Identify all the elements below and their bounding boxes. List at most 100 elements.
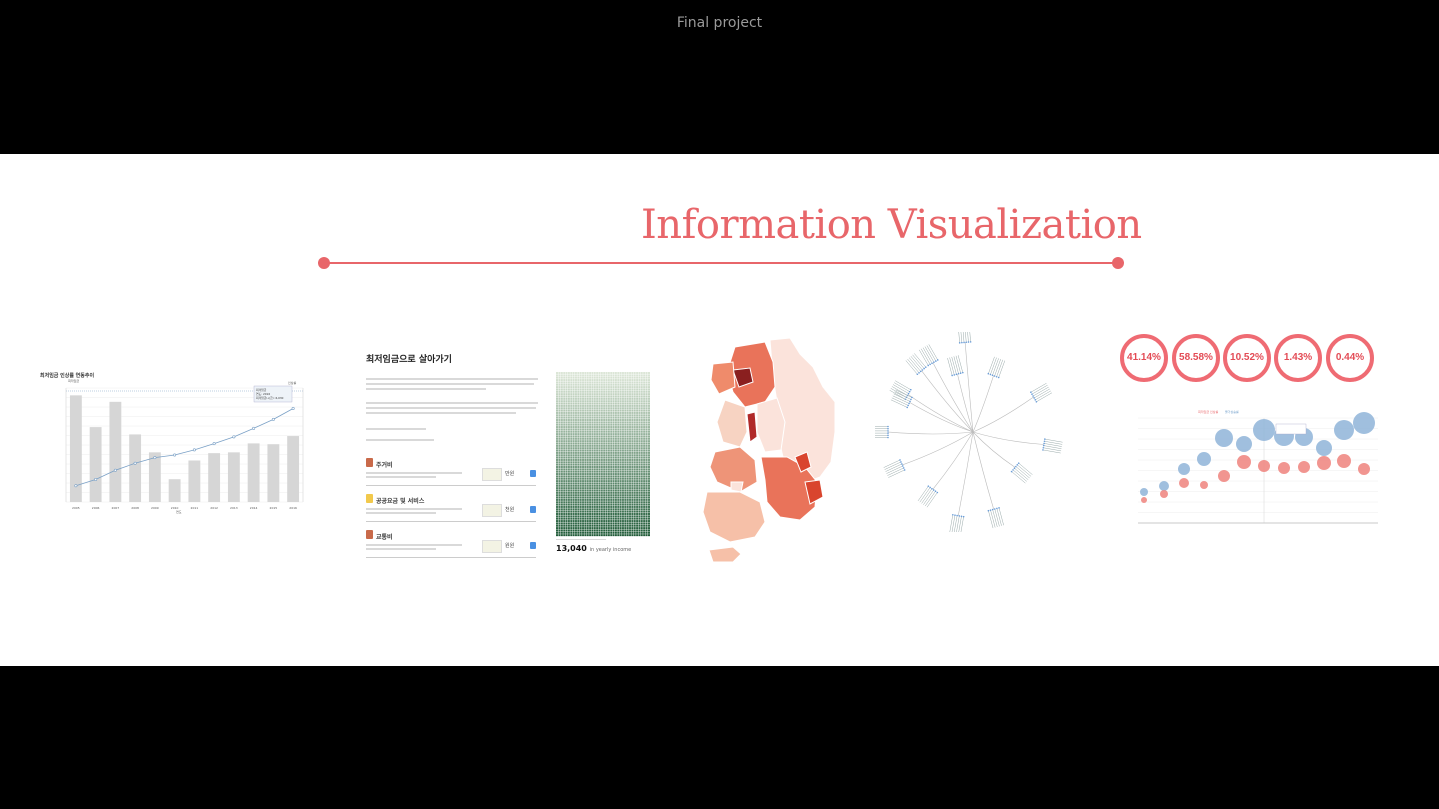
tree-node [991,508,994,511]
tree-node [1042,444,1045,447]
tree-leaf-label [1035,390,1051,401]
line-point [133,461,137,465]
tree-branch [932,431,974,490]
tree-leaf-label [928,344,938,361]
tree-node [916,373,919,376]
bubble-blue [1215,429,1233,447]
tree-node [936,491,939,494]
tree-node [1010,470,1013,473]
tree-node [887,434,889,437]
text-line [366,439,434,441]
tree-node [963,341,965,344]
map-region [804,479,824,505]
percent-circle: 0.44% [1326,334,1374,382]
tree-node [907,404,909,407]
tree-branch [972,396,1034,433]
tree-node [987,509,990,512]
tree-node [919,370,922,373]
tree-branch [964,342,974,433]
tree-node [934,490,937,493]
tree-leaf-label [1043,447,1062,452]
tree-leaf-label [919,349,929,366]
bar [129,434,142,502]
tree-leaf-label [893,382,910,392]
map-region-jeju [708,546,742,563]
confirm-button[interactable] [530,506,536,513]
line-point [212,442,216,446]
bubble-red [1218,470,1230,482]
tree-leaf-label [917,486,929,502]
tree-leaf-label [888,469,905,478]
bubble-plot [1138,412,1378,524]
tooltip-box [1275,423,1307,435]
confirm-button[interactable] [530,542,536,549]
bubble-red [1298,461,1310,473]
chart-title: 최저임금 인상률 연동추이 [40,373,95,379]
tick-label: 2010 [171,506,179,510]
radial-tree-thumbnail [870,323,1065,535]
tree-node [1033,397,1035,399]
tree-node [921,369,924,371]
tree-leaf-label [996,359,1004,377]
chart-plot-area: 2005 2006 2007 2008 2009 2010 2011 2012 2013 2014… [65,385,304,510]
tree-branch [972,431,1044,445]
bar [208,453,221,502]
tree-branch [972,431,1016,468]
income-number: 13,040 [556,544,587,553]
bubble-red [1317,456,1331,470]
bubble-blue [1316,440,1332,456]
amount-input[interactable] [482,504,502,517]
choropleth-map [702,337,836,563]
tree-node [959,372,962,374]
tree-leaf-label [1043,445,1062,449]
tree-leaf-label [926,492,938,508]
tree-node [887,427,889,430]
tree-leaf-label [921,488,933,504]
bar [69,395,82,502]
tree-node [1030,391,1032,394]
tree-leaf-label [1032,386,1049,397]
tree-node [1015,465,1017,468]
line-point [252,426,256,430]
map-region [710,361,736,395]
tree-leaf-label [905,360,918,375]
text-line [556,539,606,540]
bus-icon [366,530,373,539]
confirm-button[interactable] [530,470,536,477]
bubble-red [1160,490,1168,498]
building-icon [366,458,373,467]
tree-node [929,363,931,366]
tree-node [955,373,958,376]
tree-node [1043,440,1046,443]
bubble-blue [1178,463,1190,475]
tree-node [962,515,965,518]
tree-leaf-label [947,358,953,376]
tree-node [1012,469,1014,471]
amount-input[interactable] [482,540,502,553]
tree-leaf-label [1015,466,1030,479]
tree-node [1042,446,1045,449]
tree-leaf-label [884,461,902,470]
tree-node [961,341,963,344]
tree-branch [957,431,974,516]
tree-node [993,508,996,510]
amount-input[interactable] [482,468,502,481]
tree-node [996,507,998,510]
tree-leaf-label [949,514,954,533]
radial-tree [870,323,1063,535]
bar [227,452,240,502]
tick-label: 2009 [151,506,159,510]
chart-legend-line: 최저임금 [68,379,80,383]
tree-leaf-label [1012,469,1027,482]
map-region [794,451,812,473]
tree-leaf-label [1031,384,1048,395]
tree-leaf-label [957,355,964,373]
tree-leaf-label [994,358,1001,377]
section-divider [366,557,536,558]
tree-node [989,373,992,376]
bubble-red [1200,481,1208,489]
tree-leaf-label [964,324,967,343]
tree-leaf-label [885,463,902,472]
text-line [366,407,536,409]
bubble-red [1278,462,1290,474]
